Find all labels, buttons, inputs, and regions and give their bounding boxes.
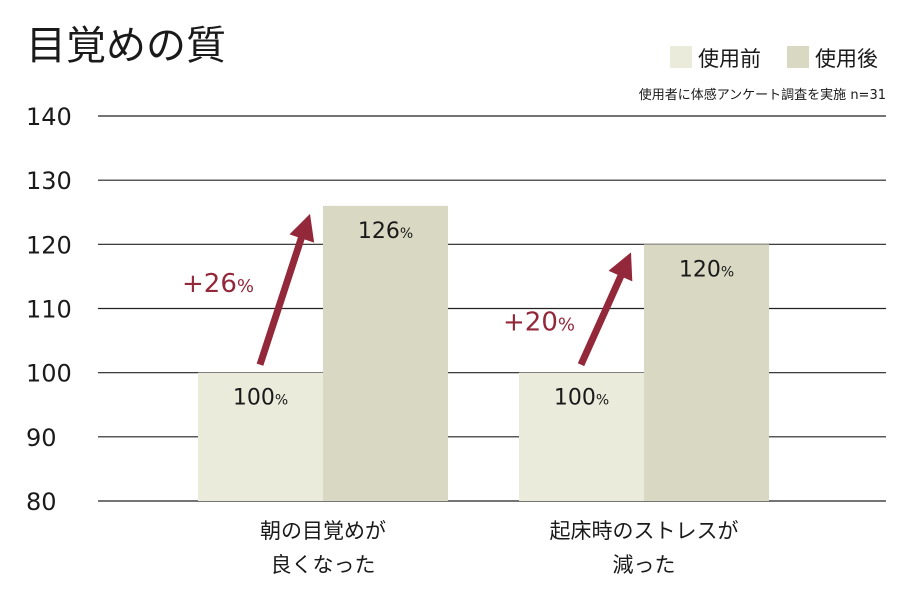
category-label: 朝の目覚めが [260,519,386,543]
legend-label-before: 使用前 [698,47,761,71]
category-label: 良くなった [271,553,376,577]
increase-arrow-0 [256,222,310,366]
y-tick-label: 80 [26,488,57,516]
category-label: 減った [613,553,676,577]
increase-arrows: +26% +20% [182,213,633,367]
increase-arrow-1 [577,260,631,367]
y-tick-label: 110 [26,296,72,324]
category-label: 起床時のストレスが [550,519,739,543]
bar-after-1 [644,244,769,502]
survey-note: 使用者に体感アンケート調査を実施 n=31 [639,87,886,103]
increase-label: +20% [503,307,575,337]
legend: 使用前 使用後 [670,46,878,71]
increase-arrow-head-1 [608,252,633,282]
y-axis-ticks: 80 90 100 110 120 130 140 [26,103,72,516]
bar-after-0 [323,205,448,502]
bar-before-0 [198,372,323,501]
bars [198,205,769,502]
y-tick-label: 100 [26,360,72,388]
y-tick-label: 120 [26,231,72,259]
y-tick-label: 140 [26,103,72,131]
increase-arrow-head-0 [289,213,315,243]
chart-title: 目覚めの質 [26,23,226,69]
y-tick-label: 90 [26,424,57,452]
data-labels: 100% 100% 126% 120% [233,219,734,411]
data-label: 100% [233,386,288,411]
y-tick-label: 130 [26,167,72,195]
increase-label: +26% [182,269,254,299]
legend-label-after: 使用後 [815,47,878,71]
bar-before-1 [519,372,644,501]
legend-swatch-before [670,46,692,68]
data-label: 120% [679,257,734,282]
legend-swatch-after [787,46,809,68]
data-label: 126% [358,219,413,244]
data-label: 100% [554,386,609,411]
